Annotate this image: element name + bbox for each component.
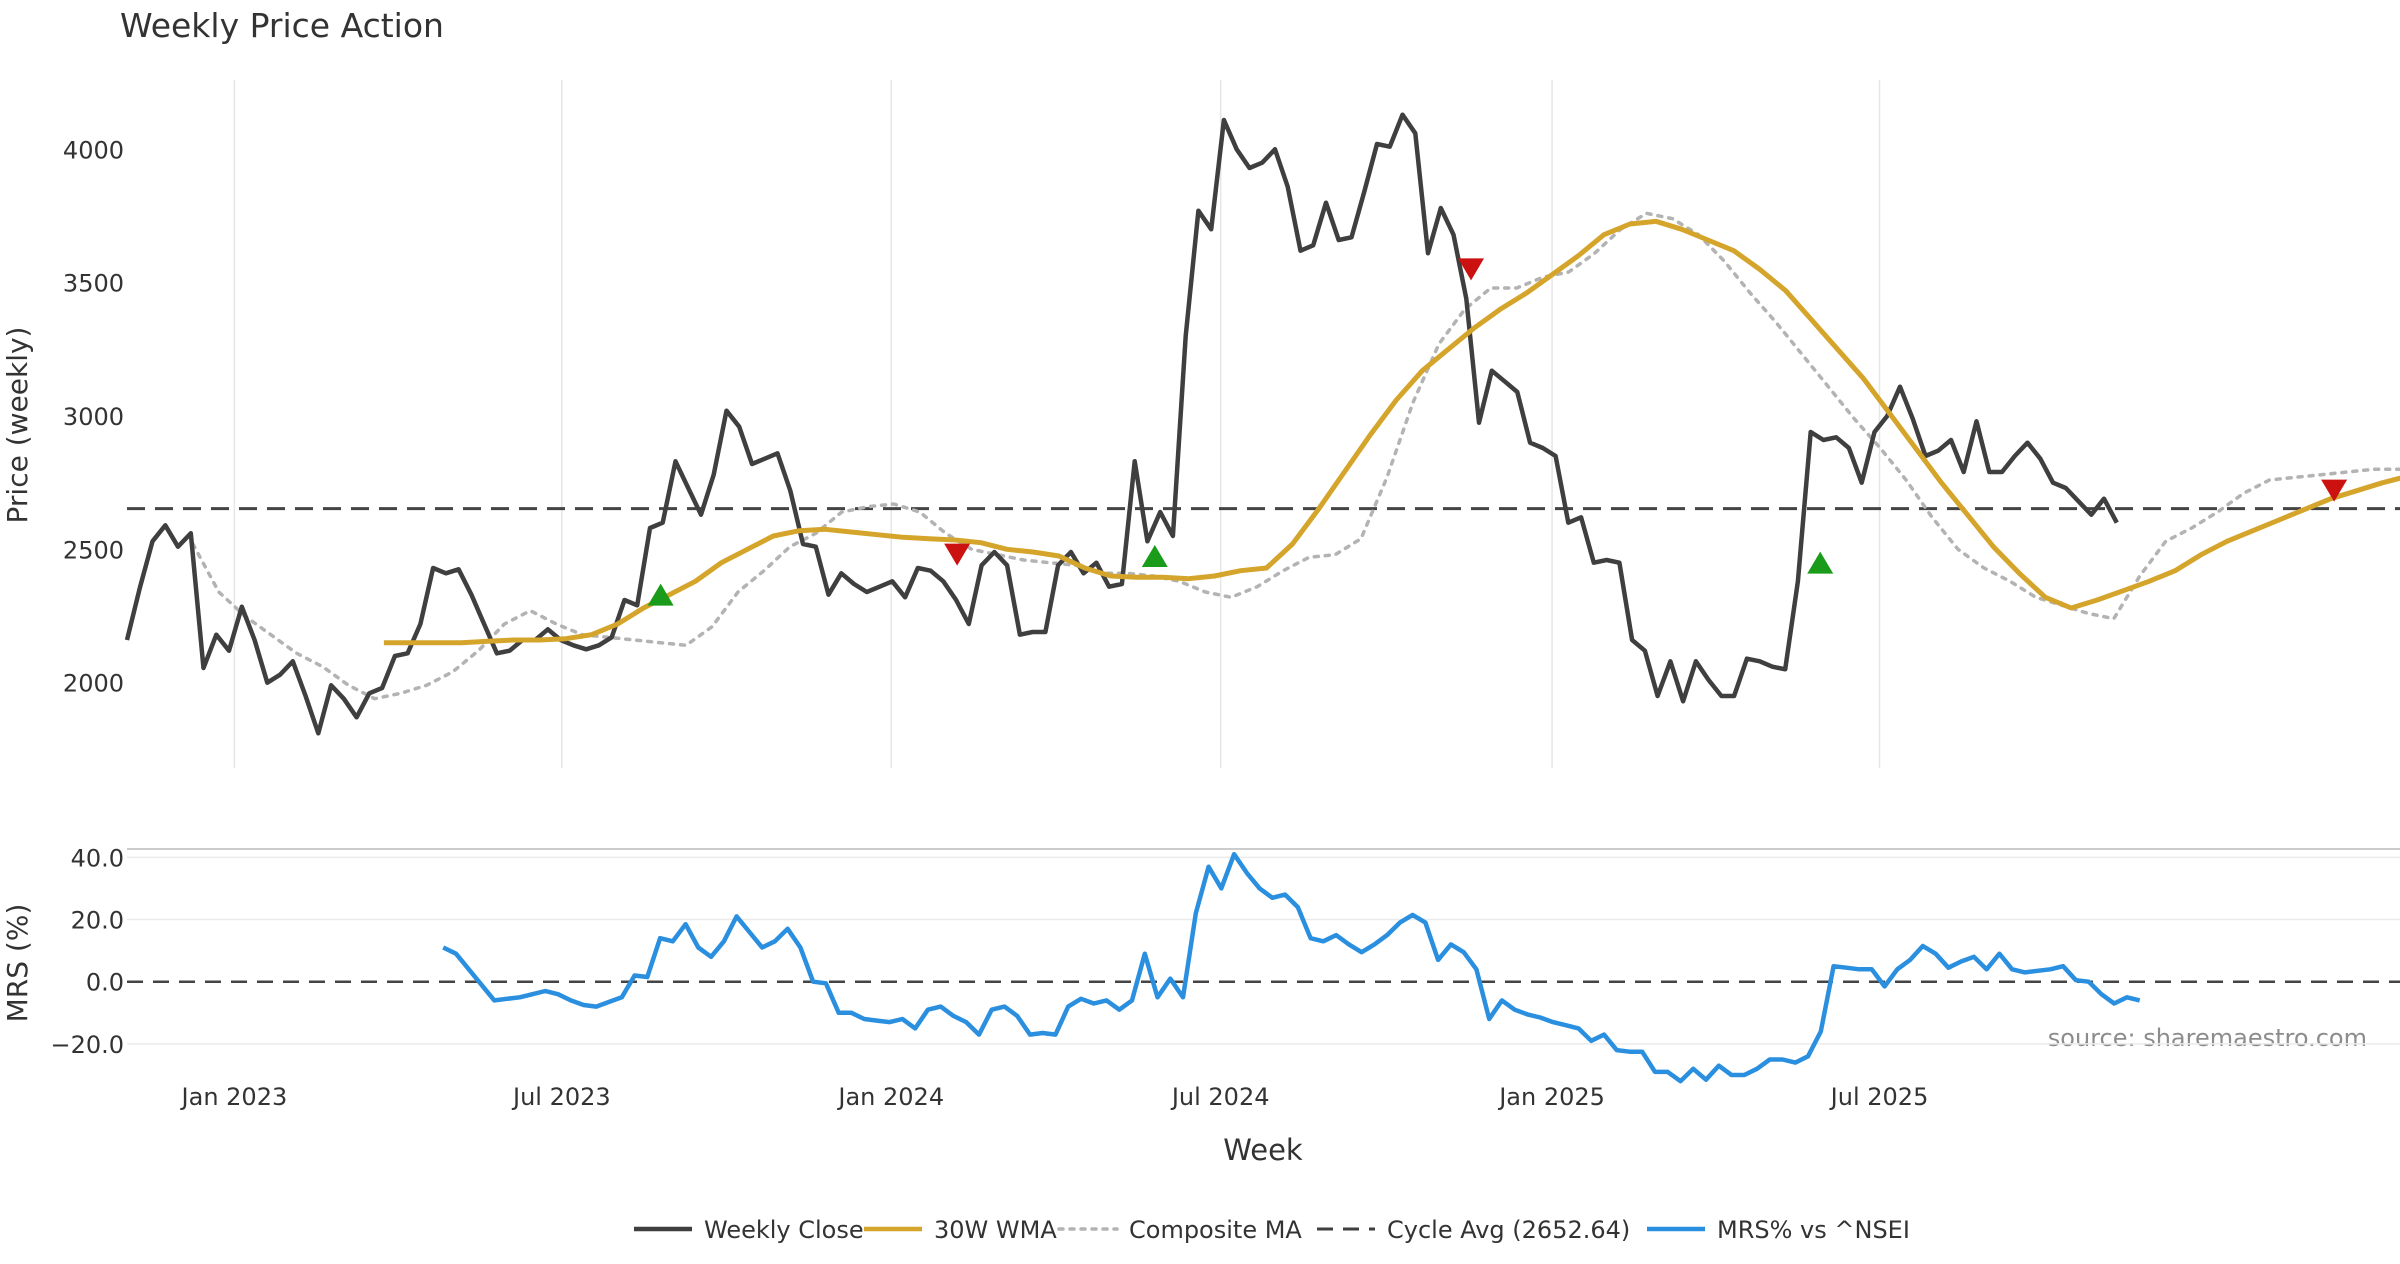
weekly-close-line — [124, 112, 2119, 736]
x-tick-label: Jan 2025 — [1497, 1083, 1605, 1111]
legend-item: Composite MA — [1057, 1216, 1302, 1244]
30w-wma-line — [383, 218, 2400, 646]
price-y-tick: 4000 — [63, 136, 124, 164]
price-y-tick: 3000 — [63, 403, 124, 431]
source-watermark: source: sharemaestro.com — [2048, 1024, 2367, 1052]
x-tick-label: Jan 2024 — [836, 1083, 944, 1111]
sell-signal-marker — [1458, 258, 1485, 281]
price-grid — [233, 80, 1881, 768]
legend-label: MRS% vs ^NSEI — [1717, 1216, 1910, 1244]
legend-item: MRS% vs ^NSEI — [1647, 1216, 1910, 1244]
price-y-tick: 2500 — [63, 536, 124, 564]
price-series — [124, 112, 2400, 736]
mrs-panel: 40.0 20.0 0.0 −20.0 — [50, 844, 2400, 1059]
legend-item: Cycle Avg (2652.64) — [1317, 1216, 1630, 1244]
x-tick-label: Jan 2023 — [180, 1083, 288, 1111]
legend-label: Weekly Close — [704, 1216, 864, 1244]
mrs-line — [442, 851, 2141, 1084]
x-axis-label: Week — [1223, 1133, 1303, 1167]
chart-title: Weekly Price Action — [120, 6, 444, 45]
price-y-ticks: 2000 2500 3000 3500 4000 — [63, 136, 124, 697]
mrs-y-tick: 40.0 — [71, 844, 124, 872]
mrs-axis-label: MRS (%) — [1, 904, 34, 1023]
mrs-series — [442, 851, 2141, 1084]
mrs-y-tick: 0.0 — [86, 969, 124, 997]
x-tick-label: Jul 2024 — [1170, 1083, 1270, 1111]
legend-label: Composite MA — [1129, 1216, 1302, 1244]
legend-item: 30W WMA — [864, 1216, 1057, 1244]
buy-signal-marker — [1141, 545, 1168, 567]
legend-label: 30W WMA — [934, 1216, 1057, 1244]
legend: Weekly Close 30W WMA Composite MA Cycle Avg… — [634, 1216, 1910, 1244]
mrs-y-tick: −20.0 — [50, 1031, 124, 1059]
x-tick-label: Jul 2023 — [511, 1083, 611, 1111]
mrs-y-tick: 20.0 — [71, 907, 124, 935]
buy-signal-marker — [1807, 551, 1834, 574]
x-tick-label: Jul 2025 — [1829, 1083, 1929, 1111]
signal-markers — [647, 258, 2348, 606]
buy-signal-marker — [647, 583, 674, 606]
legend-item: Weekly Close — [634, 1216, 864, 1244]
sell-signal-marker — [2321, 479, 2348, 502]
legend-label: Cycle Avg (2652.64) — [1387, 1216, 1630, 1244]
price-y-tick: 2000 — [63, 670, 124, 698]
x-axis-ticks: Jan 2023 Jul 2023 Jan 2024 Jul 2024 Jan 2025… — [180, 1083, 1929, 1111]
price-y-tick: 3500 — [63, 270, 124, 298]
sell-signal-marker — [944, 543, 971, 566]
price-axis-label: Price (weekly) — [1, 327, 34, 524]
composite-ma-line — [191, 211, 2400, 701]
